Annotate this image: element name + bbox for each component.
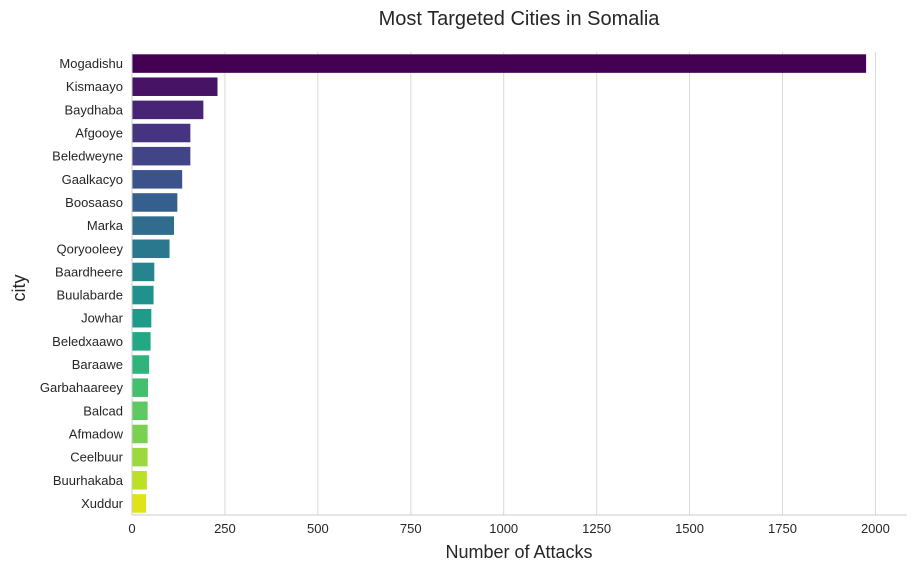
x-tick-label: 2000 bbox=[861, 521, 890, 536]
bar-mogadishu bbox=[132, 54, 867, 73]
y-tick-label: Mogadishu bbox=[59, 56, 123, 71]
y-tick-label: Marka bbox=[87, 218, 124, 233]
y-tick-label: Balcad bbox=[83, 403, 123, 418]
y-tick-label: Buulabarde bbox=[57, 288, 124, 303]
y-tick-label: Gaalkacyo bbox=[62, 172, 123, 187]
bar-baydhaba bbox=[132, 100, 204, 120]
x-tick-label: 750 bbox=[400, 521, 422, 536]
y-tick-label: Kismaayo bbox=[66, 79, 123, 94]
bar-buurhakaba bbox=[132, 471, 147, 490]
x-tick-label: 0 bbox=[128, 521, 135, 536]
bar-xuddur bbox=[132, 494, 147, 513]
y-tick-label: Qoryooleey bbox=[57, 241, 124, 256]
x-tick-label: 250 bbox=[214, 521, 236, 536]
x-tick-label: 1500 bbox=[675, 521, 704, 536]
y-tick-label: Boosaaso bbox=[65, 195, 123, 210]
y-tick-label: Baraawe bbox=[72, 357, 123, 372]
y-tick-labels: Mogadishu Kismaayo Baydhaba Afgooye Beledwey… bbox=[40, 56, 124, 511]
x-tick-label: 1000 bbox=[489, 521, 518, 536]
bar-afmadow bbox=[132, 424, 148, 444]
y-tick-label: Jowhar bbox=[81, 311, 124, 326]
y-axis-label: city bbox=[9, 275, 29, 302]
bar-kismaayo bbox=[132, 77, 218, 96]
bar-beledweyne bbox=[132, 146, 191, 166]
gridlines bbox=[131, 52, 876, 515]
bar-ceelbuur bbox=[132, 447, 148, 467]
bar-beledxaawo bbox=[132, 332, 151, 351]
y-tick-label: Afgooye bbox=[75, 126, 123, 141]
x-tick-label: 500 bbox=[307, 521, 329, 536]
x-tick-label: 1250 bbox=[582, 521, 611, 536]
x-axis-label: Number of Attacks bbox=[445, 542, 592, 562]
y-tick-label: Xuddur bbox=[81, 496, 124, 511]
chart-title: Most Targeted Cities in Somalia bbox=[379, 8, 661, 30]
bar-baraawe bbox=[132, 355, 150, 374]
bar-gaalkacyo bbox=[132, 170, 183, 189]
y-tick-label: Baardheere bbox=[55, 264, 123, 279]
bar-afgooye bbox=[132, 123, 191, 143]
bar-garbahaareey bbox=[132, 378, 148, 397]
y-tick-label: Baydhaba bbox=[64, 102, 123, 117]
bar-boosaaso bbox=[132, 193, 178, 212]
y-tick-label: Buurhakaba bbox=[53, 473, 124, 488]
bar-marka bbox=[132, 216, 175, 235]
y-tick-label: Ceelbuur bbox=[70, 450, 123, 465]
bar-balcad bbox=[132, 401, 148, 421]
y-tick-label: Garbahaareey bbox=[40, 380, 124, 395]
bar-qoryooleey bbox=[132, 239, 170, 259]
bar-jowhar bbox=[132, 308, 152, 328]
y-tick-label: Beledxaawo bbox=[52, 334, 123, 349]
y-tick-label: Afmadow bbox=[69, 426, 124, 441]
bar-baardheere bbox=[132, 262, 155, 282]
bar-buulabarde bbox=[132, 285, 154, 305]
x-tick-labels: 0 250 500 750 1000 1250 1500 1750 2000 bbox=[128, 521, 889, 536]
x-tick-label: 1750 bbox=[768, 521, 797, 536]
bars bbox=[132, 54, 867, 513]
y-tick-label: Beledweyne bbox=[52, 149, 123, 164]
